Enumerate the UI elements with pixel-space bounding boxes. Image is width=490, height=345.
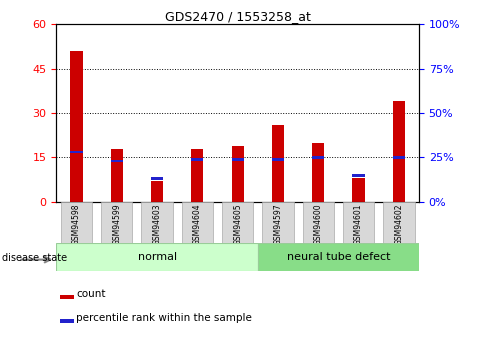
Bar bbox=[60, 319, 74, 323]
Text: GSM94599: GSM94599 bbox=[112, 203, 122, 245]
Bar bbox=[71, 151, 83, 154]
Bar bbox=[60, 295, 74, 299]
Bar bbox=[71, 51, 83, 202]
FancyBboxPatch shape bbox=[56, 243, 258, 271]
Title: GDS2470 / 1553258_at: GDS2470 / 1553258_at bbox=[165, 10, 311, 23]
Text: GSM94598: GSM94598 bbox=[72, 203, 81, 245]
FancyBboxPatch shape bbox=[141, 202, 173, 243]
Text: percentile rank within the sample: percentile rank within the sample bbox=[76, 313, 252, 323]
Bar bbox=[312, 156, 324, 159]
Text: normal: normal bbox=[138, 252, 176, 262]
FancyBboxPatch shape bbox=[101, 202, 132, 243]
Bar bbox=[151, 177, 163, 180]
Text: GSM94597: GSM94597 bbox=[273, 203, 282, 245]
Bar bbox=[232, 158, 244, 160]
Text: GSM94603: GSM94603 bbox=[152, 203, 162, 245]
FancyBboxPatch shape bbox=[61, 202, 92, 243]
Bar bbox=[111, 149, 123, 202]
Text: GSM94604: GSM94604 bbox=[193, 203, 202, 245]
FancyBboxPatch shape bbox=[302, 202, 334, 243]
Bar bbox=[392, 101, 405, 202]
Text: count: count bbox=[76, 289, 106, 299]
Bar bbox=[191, 158, 203, 160]
Bar bbox=[191, 149, 203, 202]
FancyBboxPatch shape bbox=[182, 202, 213, 243]
Text: GSM94605: GSM94605 bbox=[233, 203, 242, 245]
Bar bbox=[312, 142, 324, 202]
FancyBboxPatch shape bbox=[343, 202, 374, 243]
Text: disease state: disease state bbox=[2, 253, 68, 263]
Bar bbox=[352, 174, 365, 177]
Bar bbox=[352, 178, 365, 202]
FancyBboxPatch shape bbox=[383, 202, 415, 243]
Text: GSM94601: GSM94601 bbox=[354, 203, 363, 245]
Bar bbox=[232, 146, 244, 202]
Bar bbox=[272, 125, 284, 202]
Bar bbox=[272, 158, 284, 160]
Text: GSM94600: GSM94600 bbox=[314, 203, 323, 245]
FancyBboxPatch shape bbox=[258, 243, 419, 271]
Text: GSM94602: GSM94602 bbox=[394, 203, 403, 245]
Text: neural tube defect: neural tube defect bbox=[287, 252, 390, 262]
Bar bbox=[392, 156, 405, 159]
FancyBboxPatch shape bbox=[262, 202, 294, 243]
Bar bbox=[151, 181, 163, 202]
FancyBboxPatch shape bbox=[222, 202, 253, 243]
Bar bbox=[111, 160, 123, 162]
